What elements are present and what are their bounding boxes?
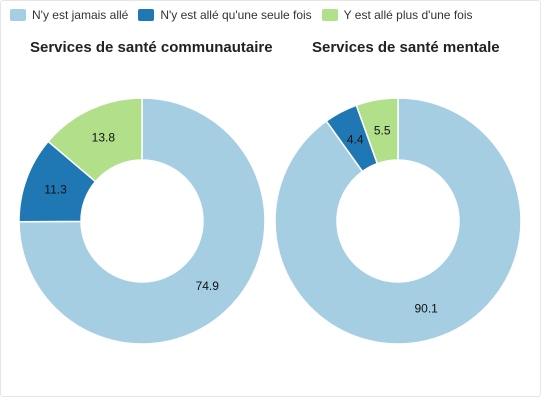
legend-swatch-never <box>10 9 26 21</box>
donut-slice-community-never[interactable] <box>18 97 266 345</box>
chart-title-mental: Services de santé mentale <box>312 39 500 56</box>
legend-swatch-once <box>138 9 155 21</box>
data-label-mental-multiple: 5.5 <box>374 123 391 137</box>
data-label-community-never: 74.9 <box>196 279 220 293</box>
chart-title-community: Services de santé communautaire <box>30 39 273 56</box>
donut-slice-mental-never[interactable] <box>274 97 522 345</box>
legend: N'y est jamais allé N'y est allé qu'une … <box>10 8 473 22</box>
data-label-mental-never: 90.1 <box>414 302 438 316</box>
legend-label-never: N'y est jamais allé <box>32 8 129 22</box>
data-label-community-once: 11.3 <box>44 183 67 197</box>
legend-swatch-multiple <box>321 9 338 21</box>
legend-item-once[interactable]: N'y est allé qu'une seule fois <box>138 8 312 22</box>
donut-slice-community-multiple[interactable] <box>47 97 143 183</box>
donut-slice-mental-multiple[interactable] <box>355 97 399 165</box>
data-label-mental-once: 4.4 <box>347 133 364 147</box>
legend-item-never[interactable]: N'y est jamais allé <box>10 8 128 22</box>
legend-label-once: N'y est allé qu'une seule fois <box>160 8 312 22</box>
legend-label-multiple: Y est allé plus d'une fois <box>343 8 473 22</box>
data-label-community-multiple: 13.8 <box>92 131 116 145</box>
legend-item-multiple[interactable]: Y est allé plus d'une fois <box>321 8 473 22</box>
